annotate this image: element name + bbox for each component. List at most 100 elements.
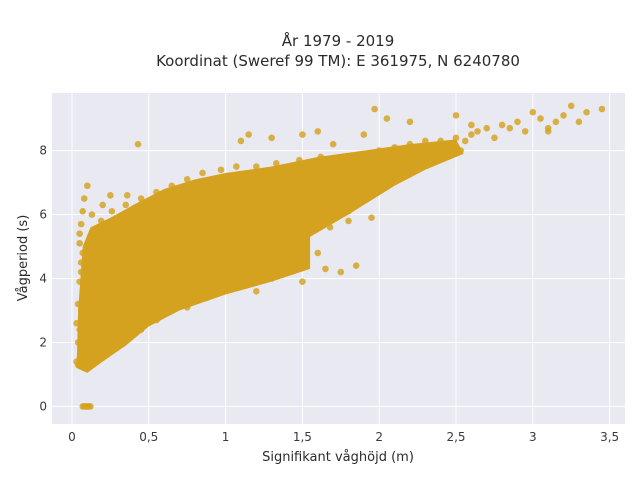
scatter-point — [79, 208, 87, 215]
dense-point-cloud — [76, 139, 464, 373]
scatter-point — [299, 262, 306, 269]
scatter-point — [529, 108, 537, 116]
x-tick-label: 3 — [529, 430, 537, 444]
scatter-point — [268, 176, 275, 183]
scatter-point — [107, 192, 114, 199]
scatter-point — [552, 118, 560, 126]
scatter-point — [371, 105, 378, 113]
scatter-point — [77, 345, 85, 353]
y-tick-label: 8 — [39, 144, 47, 158]
scatter-point — [406, 140, 414, 148]
scatter-point — [468, 121, 475, 129]
scatter-point — [461, 137, 469, 145]
scatter-point — [317, 153, 325, 161]
scatter-point — [104, 287, 111, 295]
scatter-point — [77, 259, 85, 266]
scatter-point — [388, 153, 395, 161]
scatter-point — [237, 281, 245, 289]
scatter-point — [133, 243, 140, 250]
scatter-point — [249, 176, 257, 183]
scatter-point — [213, 204, 220, 212]
scatter-point — [276, 268, 283, 276]
scatter-point — [214, 182, 222, 190]
y-tick-label: 4 — [39, 271, 47, 285]
scatter-point — [176, 246, 183, 254]
scatter-point — [94, 303, 102, 311]
scatter-point — [537, 115, 544, 122]
scatter-point — [498, 121, 506, 129]
scatter-point — [150, 208, 157, 215]
scatter-point — [383, 163, 391, 170]
scatter-point — [342, 153, 349, 161]
x-tick-label: 2 — [375, 430, 383, 444]
scatter-point — [368, 169, 375, 177]
scatter-point — [326, 224, 334, 231]
scatter-point — [375, 147, 383, 154]
scatter-point — [431, 144, 438, 151]
scatter-point — [222, 255, 229, 263]
scatter-point — [233, 163, 240, 170]
scatter-point — [365, 185, 372, 193]
scatter-point — [137, 326, 145, 333]
scatter-point — [246, 198, 254, 206]
scatter-point — [314, 169, 322, 177]
scatter-point — [345, 208, 352, 215]
scatter-point — [272, 160, 280, 167]
scatter-point — [598, 105, 606, 113]
scatter-point — [206, 262, 214, 269]
scatter-point — [372, 160, 380, 167]
y-tick-label: 2 — [39, 335, 47, 349]
scatter-point — [87, 236, 94, 244]
scatter-point — [117, 249, 125, 257]
scatter-point — [283, 265, 291, 273]
scatter-point — [94, 243, 102, 250]
scatter-point — [73, 319, 80, 327]
scatter-point — [441, 147, 449, 154]
scatter-point — [77, 268, 85, 276]
scatter-point — [140, 297, 148, 305]
scatter-point — [134, 214, 142, 222]
scatter-point — [79, 249, 87, 257]
scatter-point — [99, 351, 106, 359]
scatter-point — [406, 118, 414, 126]
y-axis-title: Vågperiod (s) — [16, 215, 31, 302]
scatter-point — [266, 195, 274, 202]
scatter-point — [337, 166, 345, 174]
scatter-point — [296, 156, 303, 164]
scatter-point — [349, 192, 357, 199]
scatter-point — [148, 233, 156, 241]
scatter-point — [452, 112, 460, 119]
y-tick-label: 0 — [39, 399, 47, 413]
scatter-point — [583, 108, 590, 116]
scatter-point — [337, 268, 345, 276]
scatter-point — [245, 131, 252, 138]
scatter-point — [188, 268, 196, 276]
scatter-point — [137, 195, 145, 202]
scatter-point — [87, 403, 94, 410]
scatter-point — [240, 249, 248, 257]
scatter-point — [457, 147, 464, 154]
scatter-point — [421, 137, 429, 145]
scatter-point — [197, 188, 205, 196]
scatter-point — [452, 134, 460, 142]
scatter-point — [560, 112, 567, 119]
scatter-point — [446, 140, 454, 148]
scatter-point — [237, 137, 245, 145]
scatter-point — [127, 307, 134, 314]
scatter-point — [391, 144, 398, 151]
scatter-point — [79, 287, 87, 295]
x-tick-label: 3,5 — [600, 430, 619, 444]
x-tick-label: 2,5 — [446, 430, 465, 444]
scatter-point — [122, 335, 130, 343]
scatter-point — [153, 316, 160, 324]
scatter-point — [418, 144, 426, 151]
scatter-point — [183, 176, 191, 183]
scatter-point — [395, 166, 403, 174]
scatter-point — [77, 307, 85, 314]
scatter-point — [122, 201, 130, 209]
scatter-point — [76, 326, 83, 333]
scatter-point — [243, 220, 251, 228]
scatter-point — [168, 307, 176, 314]
scatter-point — [173, 278, 180, 285]
scatter-point — [368, 214, 375, 222]
